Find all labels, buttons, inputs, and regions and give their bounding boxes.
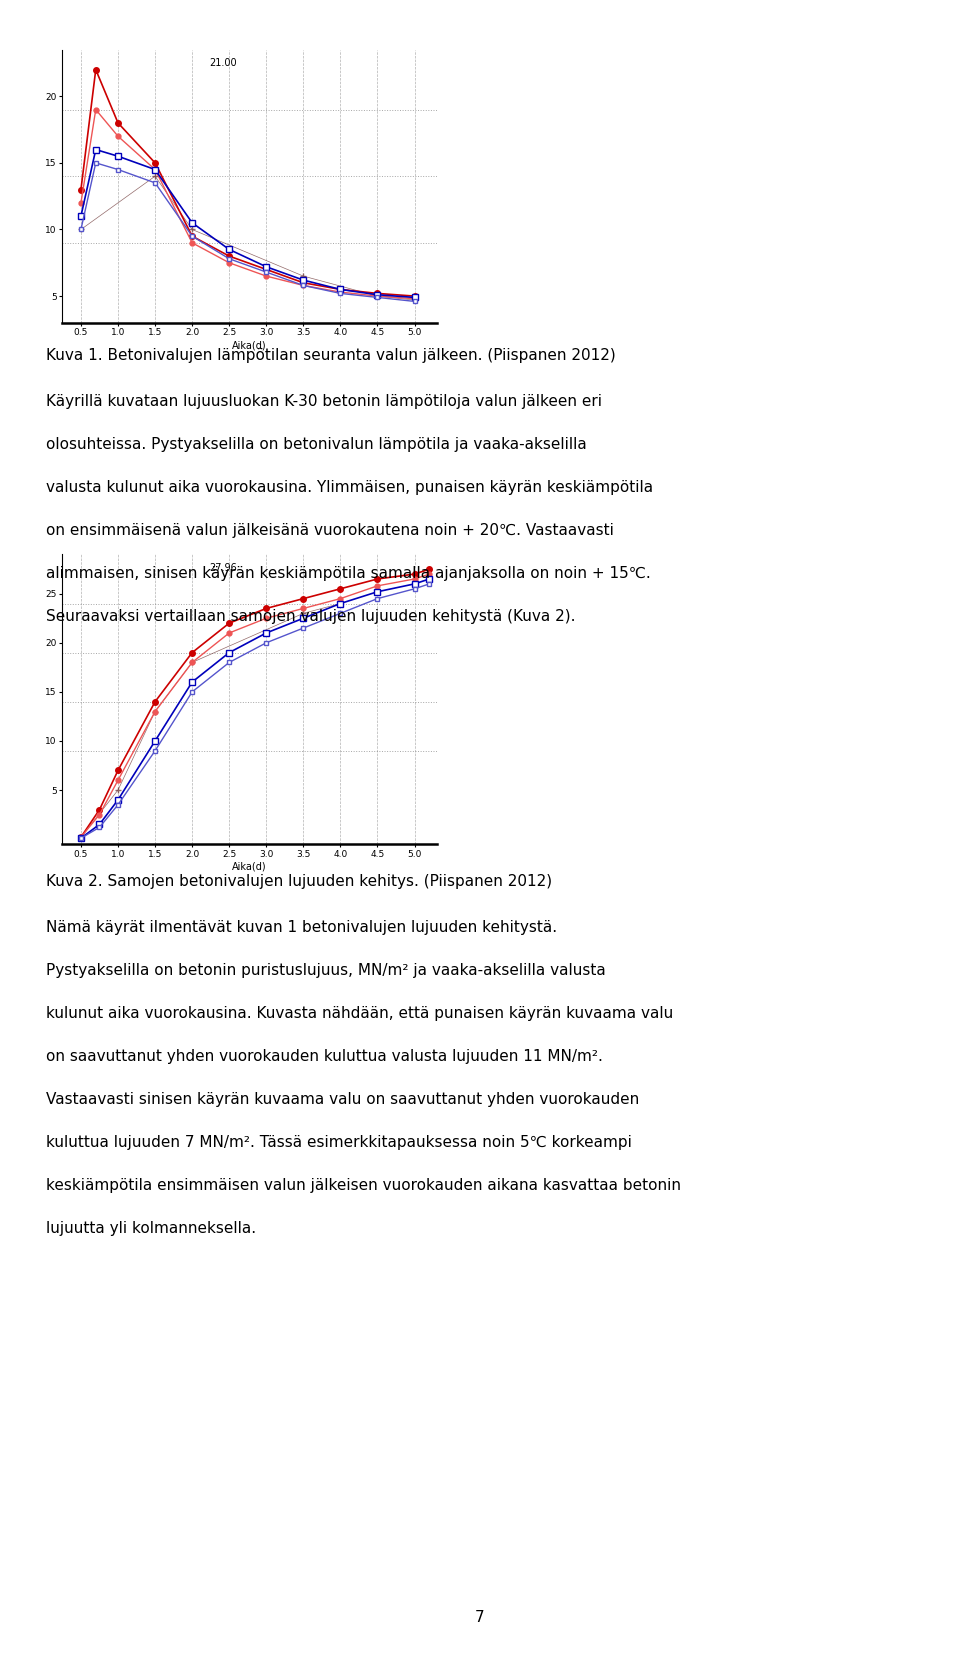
Text: 7: 7 xyxy=(475,1610,485,1625)
Text: olosuhteissa. Pystyakselilla on betonivalun lämpötila ja vaaka-akselilla: olosuhteissa. Pystyakselilla on betoniva… xyxy=(46,437,587,452)
Text: Seuraavaksi vertaillaan samojen valujen lujuuden kehitystä (Kuva 2).: Seuraavaksi vertaillaan samojen valujen … xyxy=(46,609,576,624)
Text: Kuva 2. Samojen betonivalujen lujuuden kehitys. (Piispanen 2012): Kuva 2. Samojen betonivalujen lujuuden k… xyxy=(46,874,552,889)
Text: 21.00: 21.00 xyxy=(209,58,237,68)
Text: on ensimmäisenä valun jälkeisänä vuorokautena noin + 20℃. Vastaavasti: on ensimmäisenä valun jälkeisänä vuoroka… xyxy=(46,523,614,538)
Text: on saavuttanut yhden vuorokauden kuluttua valusta lujuuden 11 MN/m².: on saavuttanut yhden vuorokauden kuluttu… xyxy=(46,1049,603,1064)
X-axis label: Aika(d): Aika(d) xyxy=(232,339,267,351)
Text: keskiämpötila ensimmäisen valun jälkeisen vuorokauden aikana kasvattaa betonin: keskiämpötila ensimmäisen valun jälkeise… xyxy=(46,1178,681,1193)
Text: valusta kulunut aika vuorokausina. Ylimmäisen, punaisen käyrän keskiämpötila: valusta kulunut aika vuorokausina. Ylimm… xyxy=(46,480,653,495)
Text: lujuutta yli kolmanneksella.: lujuutta yli kolmanneksella. xyxy=(46,1221,256,1236)
X-axis label: Aika(d): Aika(d) xyxy=(232,861,267,872)
Text: alimmaisen, sinisen käyrän keskiämpötila samalla ajanjaksolla on noin + 15℃.: alimmaisen, sinisen käyrän keskiämpötila… xyxy=(46,566,651,581)
Text: Kuva 1. Betonivalujen lämpötilan seuranta valun jälkeen. (Piispanen 2012): Kuva 1. Betonivalujen lämpötilan seurant… xyxy=(46,348,615,362)
Text: Pystyakselilla on betonin puristuslujuus, MN/m² ja vaaka-akselilla valusta: Pystyakselilla on betonin puristuslujuus… xyxy=(46,963,606,978)
Text: kuluttua lujuuden 7 MN/m². Tässä esimerkkitapauksessa noin 5℃ korkeampi: kuluttua lujuuden 7 MN/m². Tässä esimerk… xyxy=(46,1135,632,1150)
Text: Käyrillä kuvataan lujuusluokan K-30 betonin lämpötiloja valun jälkeen eri: Käyrillä kuvataan lujuusluokan K-30 beto… xyxy=(46,394,602,409)
Text: Nämä käyrät ilmentävät kuvan 1 betonivalujen lujuuden kehitystä.: Nämä käyrät ilmentävät kuvan 1 betonival… xyxy=(46,920,557,935)
Text: kulunut aika vuorokausina. Kuvasta nähdään, että punaisen käyrän kuvaama valu: kulunut aika vuorokausina. Kuvasta nähdä… xyxy=(46,1006,673,1021)
Text: Vastaavasti sinisen käyrän kuvaama valu on saavuttanut yhden vuorokauden: Vastaavasti sinisen käyrän kuvaama valu … xyxy=(46,1092,639,1107)
Text: 27.96: 27.96 xyxy=(209,563,237,573)
